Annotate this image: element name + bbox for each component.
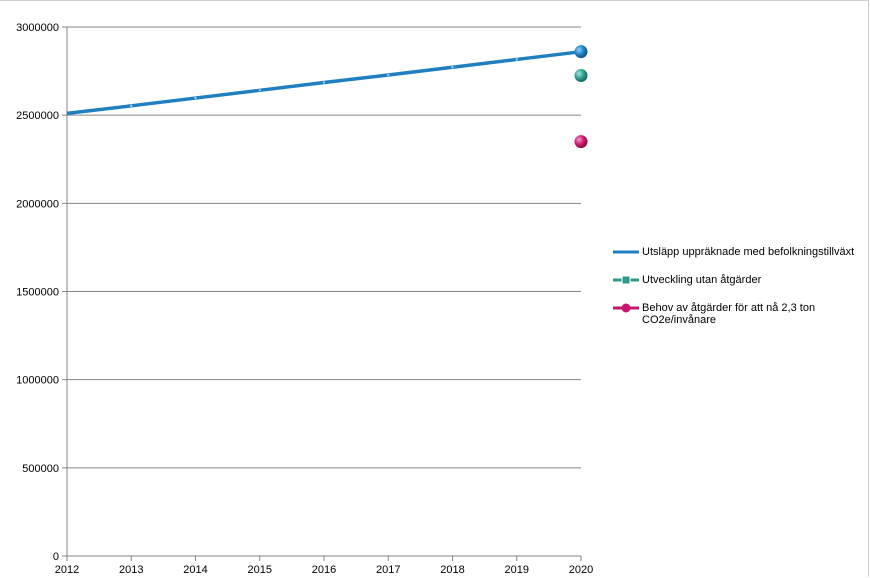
legend-swatch-series-1 [613,250,639,254]
series-1-point [322,81,326,84]
x-axis-tick-labels: 2012 2013 2014 2015 2016 2017 2018 2019 2020 [55,564,593,576]
x-tick-label: 2015 [248,564,272,576]
legend-label-series-3: Behov av åtgärder för att nå 2,3 ton CO2… [642,302,816,326]
legend-item-series-1: Utsläpp uppräknade med befolkningstillvä… [612,246,870,258]
legend: Utsläpp uppräknade med befolkningstillvä… [612,246,870,342]
series-1-point [258,89,261,92]
x-tick-label: 2017 [376,564,400,576]
y-tick-label: 3000000 [16,22,59,34]
y-tick-label: 2500000 [16,110,59,122]
x-tick-label: 2013 [119,564,143,576]
series-1-point [130,104,133,108]
y-tick-label: 1000000 [16,375,59,387]
series-2-point [574,68,588,82]
axes [62,26,582,561]
series-1-endpoint [574,45,588,59]
y-tick-label: 1500000 [16,287,59,299]
series-1-point [451,66,454,69]
x-tick-label: 2012 [55,564,79,576]
gridlines [67,26,581,469]
y-tick-label: 500000 [22,463,59,475]
series-group [66,45,588,149]
x-tick-label: 2018 [440,564,464,576]
x-tick-label: 2016 [312,564,336,576]
x-tick-label: 2014 [183,564,207,576]
legend-item-series-3: Behov av åtgärder för att nå 2,3 ton CO2… [612,302,870,326]
legend-item-series-2: Utveckling utan åtgärder [612,274,870,286]
y-axis-tick-labels: 0 500000 1000000 1500000 2000000 2500000 30000… [16,22,59,563]
legend-swatch-series-3 [613,303,639,313]
y-tick-label: 0 [53,551,59,563]
series-3-point [574,135,588,149]
series-1-point [194,96,197,100]
legend-swatch-series-2 [613,275,639,285]
x-tick-label: 2020 [569,564,593,576]
series-1-point [515,58,518,61]
legend-label-series-1: Utsläpp uppräknade med befolkningstillvä… [642,246,855,258]
series-1-point [387,73,390,77]
x-tick-label: 2019 [505,564,529,576]
legend-label-series-2: Utveckling utan åtgärder [642,274,762,286]
y-tick-label: 2000000 [16,198,59,210]
